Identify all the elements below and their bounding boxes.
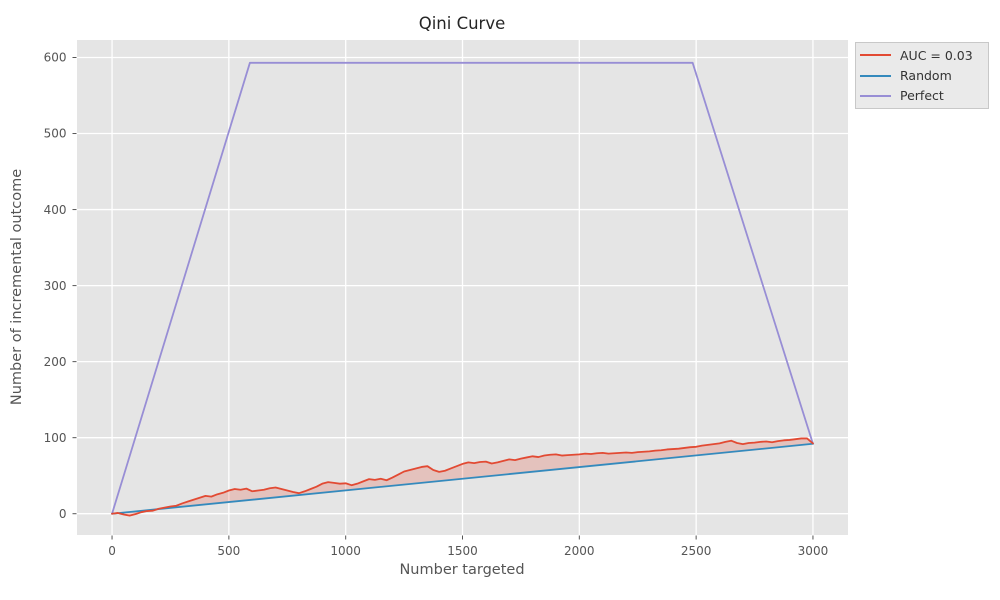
y-tick-label: 300 xyxy=(44,279,67,293)
y-tick-label: 600 xyxy=(44,51,67,65)
legend-label: AUC = 0.03 xyxy=(900,47,973,63)
legend: AUC = 0.03 Random Perfect xyxy=(855,42,989,109)
legend-item-random: Random xyxy=(860,66,982,86)
x-tick-label: 3000 xyxy=(798,544,829,558)
series-line-random xyxy=(111,442,814,515)
legend-item-auc-0-03: AUC = 0.03 xyxy=(860,45,982,65)
legend-line-icon xyxy=(860,94,891,97)
tick-marks xyxy=(72,56,814,540)
y-tick-label: 500 xyxy=(44,127,67,141)
y-tick-label: 200 xyxy=(44,355,67,369)
y-tick-label: 400 xyxy=(44,203,67,217)
series-line-perfect xyxy=(111,61,814,515)
x-axis-label: Number targeted xyxy=(399,562,524,578)
legend-line-icon xyxy=(860,74,891,77)
series-lines xyxy=(111,61,814,517)
x-tick-label: 1500 xyxy=(447,544,478,558)
y-tick-label: 100 xyxy=(44,431,67,445)
x-tick-label: 0 xyxy=(108,544,116,558)
series-line-auc-0-03 xyxy=(111,437,814,517)
y-axis-label: Number of incremental outcome xyxy=(9,169,25,405)
legend-label: Random xyxy=(900,68,952,83)
x-tick-labels: 0 500 1000 1500 2000 2500 3000 xyxy=(108,544,828,558)
uplift-area-fill xyxy=(112,438,813,516)
legend-item-perfect: Perfect xyxy=(860,86,982,106)
x-tick-label: 2000 xyxy=(564,544,595,558)
x-tick-label: 1000 xyxy=(330,544,361,558)
y-tick-labels: 0 100 200 300 400 500 600 xyxy=(44,51,67,521)
chart-title: Qini Curve xyxy=(419,14,506,33)
x-tick-label: 500 xyxy=(217,544,240,558)
series-fills xyxy=(112,438,813,516)
y-tick-label: 0 xyxy=(59,507,67,521)
legend-line-icon xyxy=(860,54,891,57)
gridlines xyxy=(77,40,848,535)
legend-label: Perfect xyxy=(900,88,944,104)
x-tick-label: 2500 xyxy=(681,544,712,558)
